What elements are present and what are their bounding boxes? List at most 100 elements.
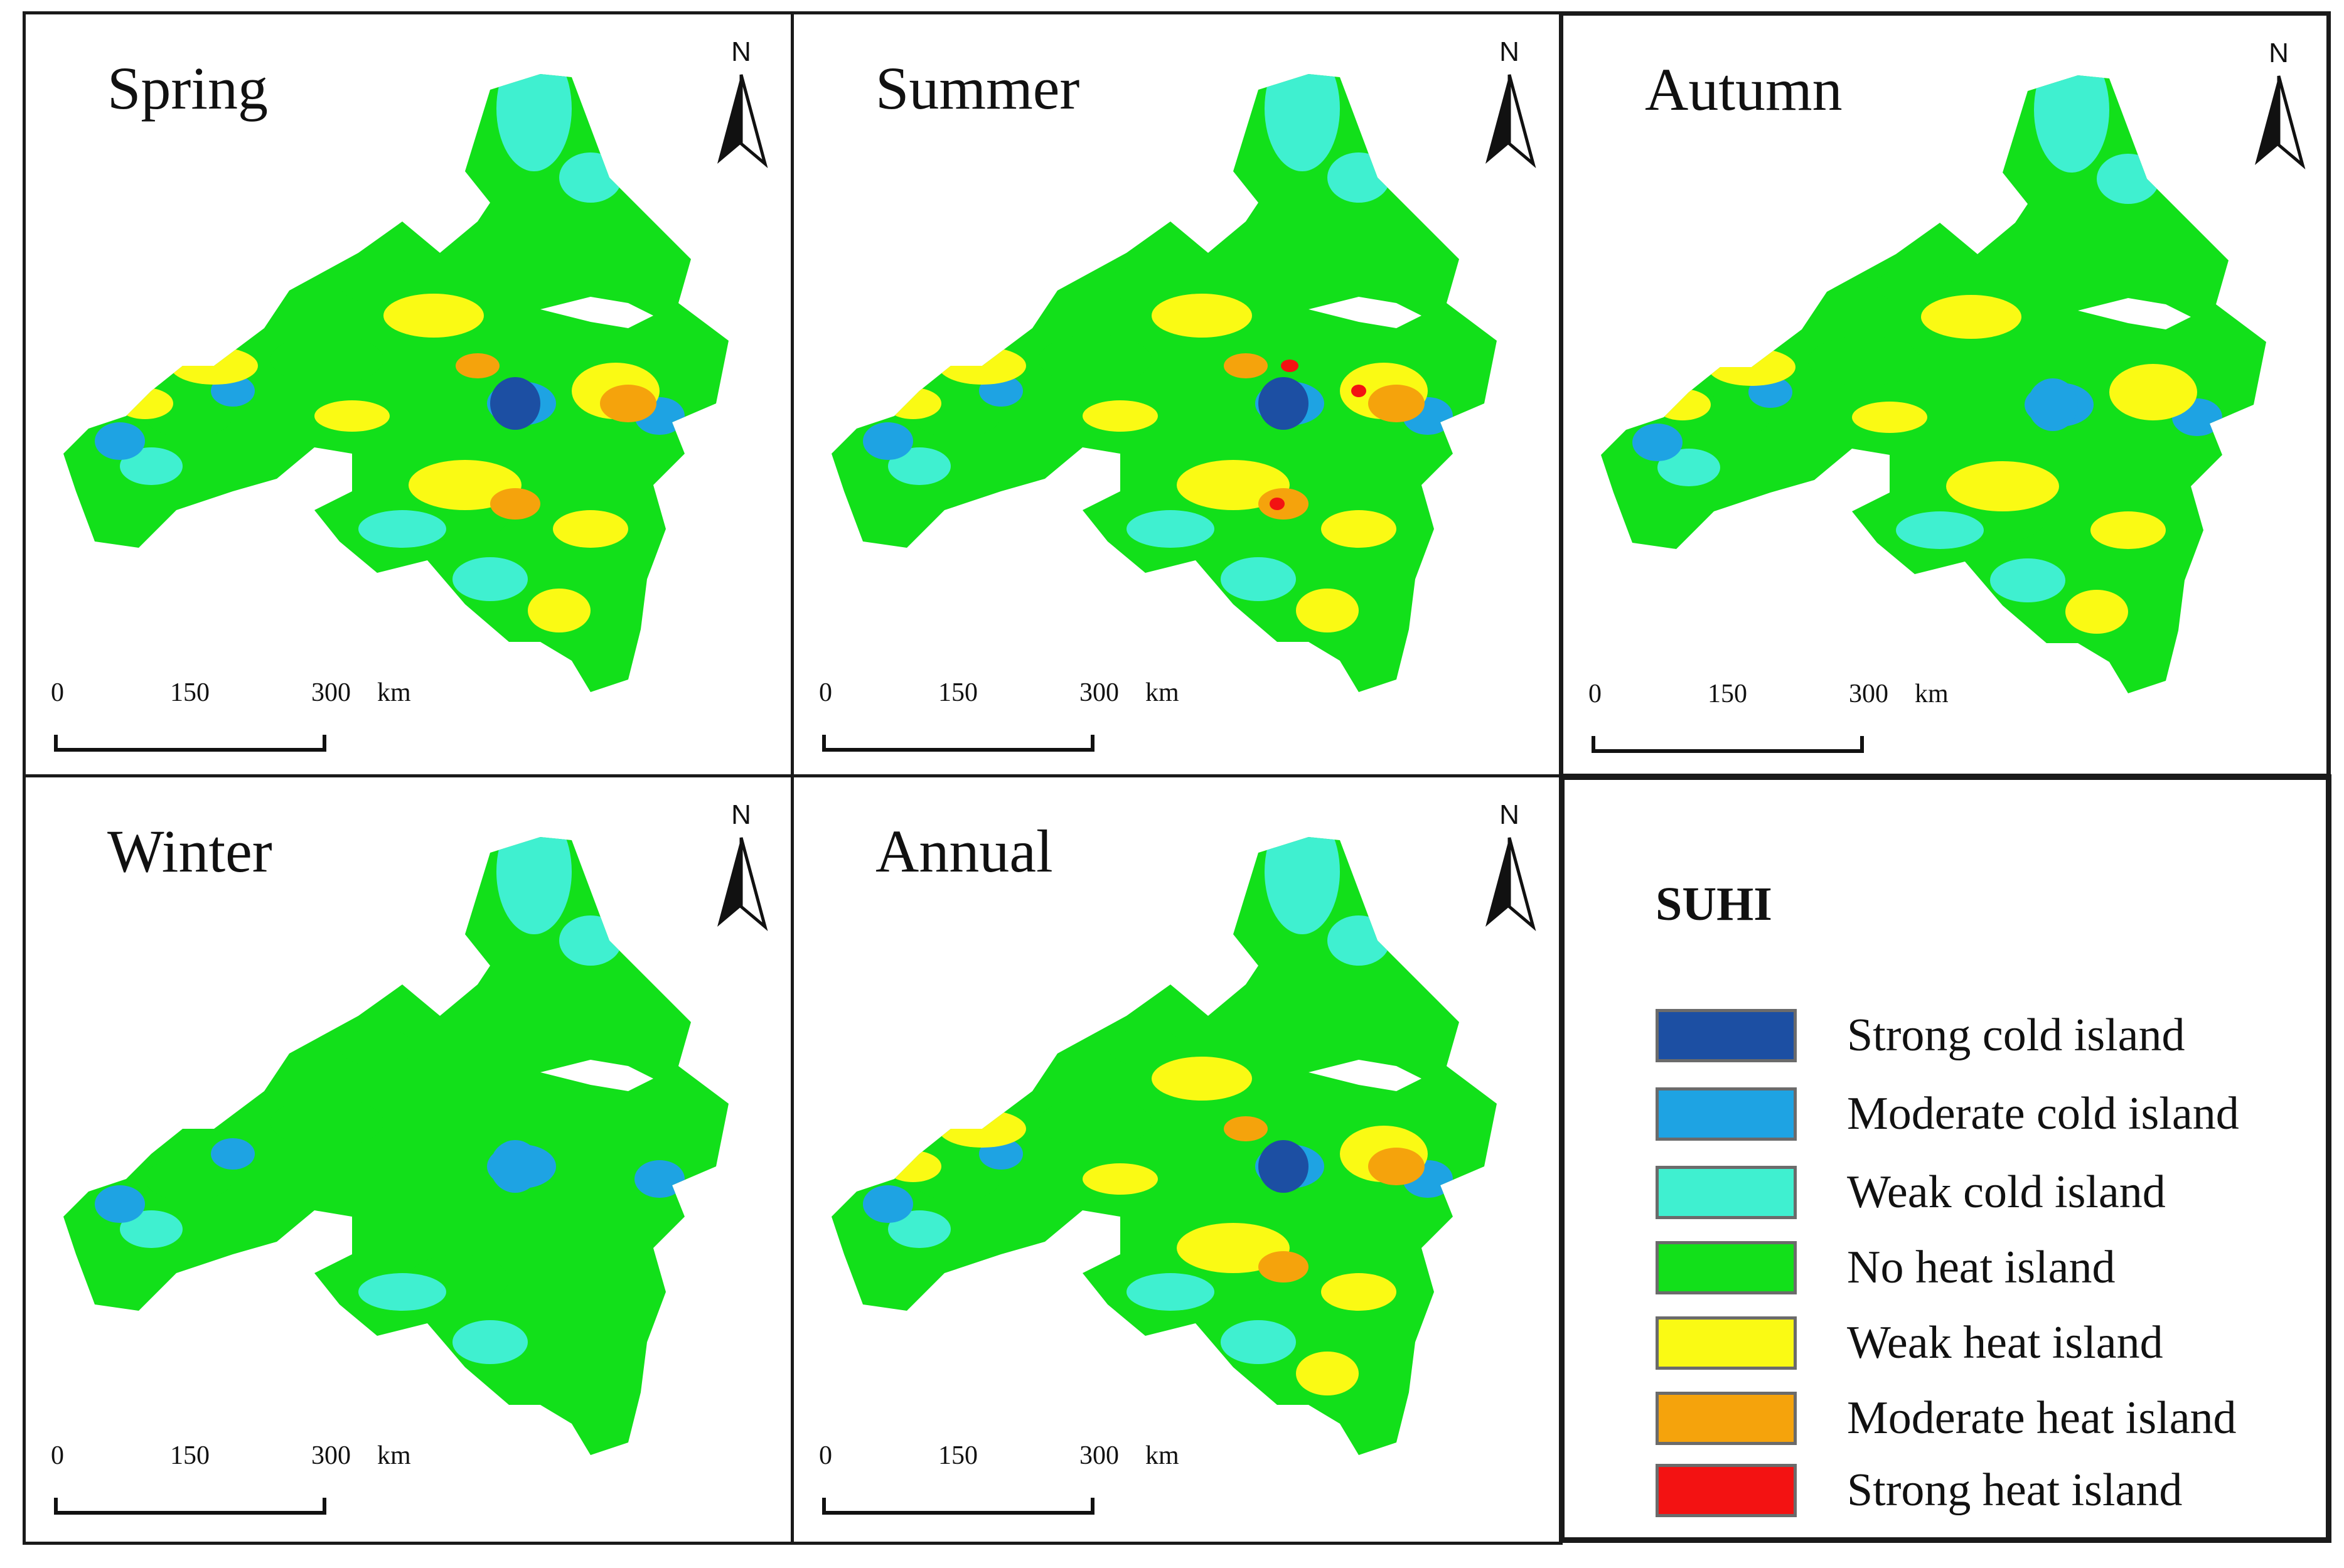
legend-item: Strong cold island <box>1656 1009 2308 1065</box>
suhi-patch <box>456 353 500 378</box>
suhi-patch <box>340 265 415 303</box>
suhi-patch <box>1327 152 1390 203</box>
scale-tick-label: 150 <box>1708 680 1747 708</box>
lake-patch <box>490 1140 540 1193</box>
scale-unit-label: km <box>377 1441 411 1470</box>
scale-tick-label: 0 <box>51 678 64 707</box>
suhi-map <box>1601 75 2266 693</box>
suhi-patch <box>1946 461 2059 511</box>
suhi-patch <box>1039 1097 1152 1148</box>
north-arrow-label: N <box>1499 799 1519 830</box>
north-arrow-icon <box>1485 74 1536 169</box>
suhi-patch <box>863 422 913 460</box>
map-panel-annual: Annual N 0 150 300 km <box>791 774 1563 1545</box>
suhi-patch <box>1654 389 1711 420</box>
north-arrow-label: N <box>731 799 751 830</box>
legend-item: Moderate heat island <box>1656 1392 2308 1448</box>
suhi-patch <box>528 589 591 632</box>
legend-label: No heat island <box>1847 1242 2116 1293</box>
suhi-patch <box>117 388 173 419</box>
suhi-patch <box>1265 74 1340 171</box>
lake-patch <box>1258 377 1308 430</box>
suhi-patch <box>1877 267 1952 304</box>
legend-label: Strong cold island <box>1847 1010 2185 1061</box>
scale-unit-label: km <box>1145 678 1179 707</box>
suhi-patch <box>1368 1148 1425 1185</box>
legend-panel: SUHI Strong cold island Moderate cold is… <box>1559 774 2331 1543</box>
lake-patch <box>1258 1140 1308 1193</box>
suhi-map <box>63 74 729 692</box>
north-arrow: N <box>704 38 779 176</box>
scale-tick-label: 150 <box>170 1441 210 1470</box>
legend-label: Weak heat island <box>1847 1317 2163 1368</box>
suhi-patch <box>1921 295 2021 339</box>
suhi-patch <box>1327 915 1390 966</box>
suhi-patch <box>211 1138 255 1170</box>
legend-item: Weak cold island <box>1656 1166 2308 1222</box>
scale-bar: 0 150 300 km <box>51 1441 411 1524</box>
scale-bar: 0 150 300 km <box>51 678 411 761</box>
scale-bar-line <box>822 1498 1094 1515</box>
suhi-patch <box>888 1210 951 1248</box>
map-panel-spring: Spring N 0 150 300 km <box>23 11 795 778</box>
suhi-patch <box>145 1157 233 1201</box>
suhi-patch <box>1108 265 1183 303</box>
suhi-patch <box>1321 1273 1396 1311</box>
suhi-patch <box>1152 294 1252 338</box>
map-panel-winter: Winter N 0 150 300 km <box>23 774 795 1545</box>
legend-swatch <box>1656 1241 1797 1294</box>
suhi-patch <box>120 447 183 485</box>
suhi-patch <box>1127 510 1214 548</box>
scale-tick-label: 150 <box>170 678 210 707</box>
scale-bar-line <box>54 735 326 752</box>
suhi-patch <box>1265 837 1340 934</box>
lake-patch <box>490 377 540 430</box>
legend-item: Moderate cold island <box>1656 1087 2308 1144</box>
suhi-patch <box>600 385 656 422</box>
north-arrow-icon <box>717 74 768 169</box>
suhi-patch <box>95 422 145 460</box>
suhi-patch <box>885 1151 941 1182</box>
suhi-patch <box>1127 1273 1214 1311</box>
suhi-patch <box>1852 402 1927 433</box>
suhi-patch <box>1281 360 1298 372</box>
suhi-patch <box>1221 557 1296 601</box>
scale-tick-label: 150 <box>938 678 978 707</box>
suhi-patch <box>1083 400 1158 432</box>
legend-item: Weak heat island <box>1656 1316 2308 1373</box>
legend-item: No heat island <box>1656 1241 2308 1298</box>
suhi-patch <box>2109 364 2197 420</box>
suhi-patch <box>1808 336 1921 386</box>
panel-title: Spring <box>107 55 269 122</box>
legend-title: SUHI <box>1656 878 1772 931</box>
suhi-patch <box>452 1320 528 1364</box>
legend-label: Strong heat island <box>1847 1464 2183 1516</box>
legend-swatch <box>1656 1009 1797 1062</box>
scale-unit-label: km <box>1145 1441 1179 1470</box>
suhi-patch <box>1896 511 1984 549</box>
suhi-patch <box>358 510 446 548</box>
panel-title: Winter <box>107 818 272 885</box>
north-arrow: N <box>704 801 779 939</box>
panel-title: Annual <box>875 818 1053 885</box>
suhi-patch <box>553 510 628 548</box>
suhi-patch <box>1221 1320 1296 1364</box>
north-arrow-icon <box>2255 75 2306 170</box>
scale-bar-line <box>1592 736 1864 753</box>
suhi-map <box>63 837 729 1455</box>
legend-label: Moderate heat island <box>1847 1392 2237 1444</box>
suhi-patch <box>170 347 258 385</box>
scale-tick-label: 0 <box>1588 680 1602 708</box>
scale-tick-label: 300 <box>1079 678 1119 707</box>
suhi-patch <box>1224 353 1268 378</box>
legend-swatch <box>1656 1316 1797 1370</box>
suhi-patch <box>95 1185 145 1223</box>
suhi-patch <box>270 1097 383 1148</box>
suhi-patch <box>1224 1116 1268 1141</box>
suhi-map <box>832 837 1497 1455</box>
scale-tick-label: 300 <box>311 678 351 707</box>
suhi-patch <box>120 1210 183 1248</box>
suhi-patch <box>496 837 572 934</box>
suhi-patch <box>270 334 383 385</box>
north-arrow: N <box>2241 40 2316 178</box>
